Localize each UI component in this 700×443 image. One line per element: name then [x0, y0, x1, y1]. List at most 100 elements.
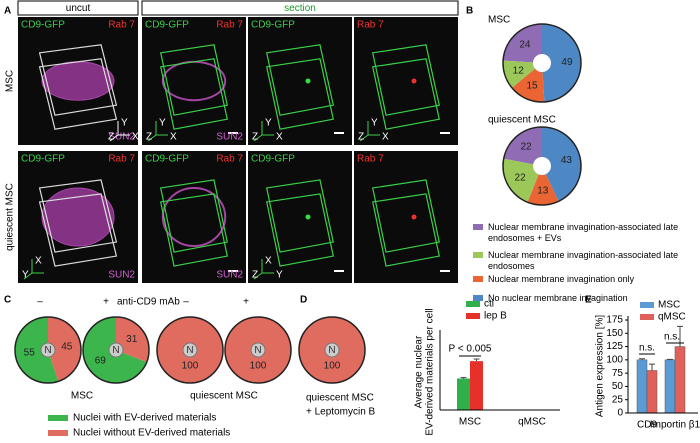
- x-tick-label: MSC: [459, 417, 481, 428]
- panel-letter: B: [466, 6, 473, 17]
- sign-label: +: [103, 297, 109, 308]
- x-tick-label: CD9: [637, 420, 657, 431]
- nucleus: [161, 186, 227, 248]
- signal: [305, 214, 311, 220]
- wireframe: [371, 44, 440, 116]
- pie-title: quiescent MSC: [488, 115, 556, 126]
- wireframe: [266, 179, 334, 253]
- channel-label: CD9-GFP: [21, 20, 65, 31]
- channel-label: CD9-GFP: [145, 20, 189, 31]
- nucleus-marker: [40, 342, 56, 358]
- pie-outline: [224, 316, 292, 384]
- bar: [664, 359, 676, 414]
- legend-swatch: [48, 430, 68, 436]
- channel-label: CD9-GFP: [145, 154, 189, 165]
- y-tick-label: 25: [612, 394, 624, 405]
- legend-text: Nuclear membrane invagination-associated…: [488, 222, 679, 243]
- channel-label: Rab 7: [357, 20, 384, 31]
- pie-slice: [48, 317, 81, 382]
- pie-slice: [503, 127, 542, 166]
- channel-label: Rab 7: [357, 154, 384, 165]
- axis-letter: Z: [252, 270, 258, 281]
- row-label: MSC: [5, 70, 16, 92]
- slice-label: 45: [61, 342, 73, 353]
- axis-icon: [253, 259, 274, 280]
- legend-text: Nuclei with EV-derived materials: [73, 413, 216, 424]
- legend-text: ctl: [484, 299, 494, 310]
- channel-label: Rab 7: [216, 20, 243, 31]
- slice-label: 55: [24, 348, 36, 359]
- micrograph: [248, 17, 352, 145]
- slice-label: 100: [182, 361, 199, 372]
- bar: [470, 361, 483, 410]
- bar: [636, 359, 648, 414]
- axis-letter: X: [35, 256, 42, 267]
- pie-slice: [503, 60, 542, 88]
- signal: [411, 78, 417, 84]
- bar: [646, 370, 658, 414]
- error-bar: [639, 358, 645, 360]
- error-bar: [667, 358, 673, 360]
- panel-letter: A: [4, 6, 11, 17]
- legend-swatch: [48, 415, 68, 421]
- center-label: N: [44, 345, 51, 356]
- legend-swatch: [473, 224, 483, 230]
- y-tick-label: 100: [606, 354, 623, 365]
- legend-text: Nuclei without EV-derived materials: [73, 428, 230, 439]
- nucleus-marker: [250, 342, 266, 358]
- wireframe: [38, 179, 118, 253]
- group-label: MSC: [71, 391, 93, 402]
- legend-item: Nuclear membrane invagination-associated…: [473, 222, 695, 244]
- x-tick-label: qMSC: [518, 417, 546, 428]
- y-label: Antigen expression [%]: [595, 315, 606, 418]
- legend-swatch: [466, 313, 480, 319]
- channel-label: SUN2: [108, 132, 135, 143]
- axis-letter: Y: [276, 270, 283, 281]
- slice-label: 12: [513, 65, 525, 76]
- channel-label: SUN2: [216, 132, 243, 143]
- wireframe: [265, 44, 334, 116]
- header: section: [284, 3, 316, 14]
- y-tick-label: 75: [612, 368, 624, 379]
- panel-letter: C: [4, 295, 11, 306]
- pie-outline: [502, 126, 582, 206]
- axis-letter: Y: [159, 118, 166, 129]
- micrograph: [354, 17, 458, 145]
- legend-swatch: [640, 302, 654, 308]
- sign-label: +: [243, 297, 249, 308]
- axis-letter: Y: [22, 270, 29, 281]
- y-tick-label: 150: [606, 328, 623, 339]
- pie-hole: [533, 157, 551, 175]
- y-tick-label: 0: [617, 408, 623, 419]
- slice-label: 15: [527, 81, 539, 92]
- wireframe: [265, 58, 334, 130]
- row-label: quiescent MSC: [5, 183, 16, 251]
- slice-label: 24: [519, 39, 531, 50]
- legend-text: Nuclear membrane invagination-associated…: [488, 250, 679, 271]
- channel-label: SUN2: [108, 270, 135, 281]
- channel-label: CD9-GFP: [251, 154, 295, 165]
- center-label: N: [254, 345, 261, 356]
- legend-swatch: [473, 295, 483, 301]
- pie-slice: [542, 127, 581, 202]
- sign-label: –: [37, 297, 43, 308]
- slice-label: 43: [561, 155, 573, 166]
- panel-letter: D: [300, 295, 307, 306]
- error-bar: [473, 358, 480, 362]
- legend-text: Nuclear membrane invagination only: [488, 274, 635, 284]
- legend-item: Nuclear membrane invagination-associated…: [473, 250, 695, 272]
- nucleus-marker: [108, 342, 124, 358]
- slice-label: 13: [537, 186, 549, 197]
- micrograph: [354, 151, 458, 283]
- axis-icon: [253, 121, 274, 142]
- nucleus: [41, 187, 115, 247]
- wireframe: [159, 58, 228, 130]
- legend-swatch: [473, 252, 483, 258]
- axis-icon: [359, 121, 380, 142]
- sign-label: –: [183, 297, 189, 308]
- slice-label: 22: [515, 173, 527, 184]
- pie-slice: [14, 317, 59, 383]
- legend-item: No nuclear membrane invagination: [473, 293, 695, 304]
